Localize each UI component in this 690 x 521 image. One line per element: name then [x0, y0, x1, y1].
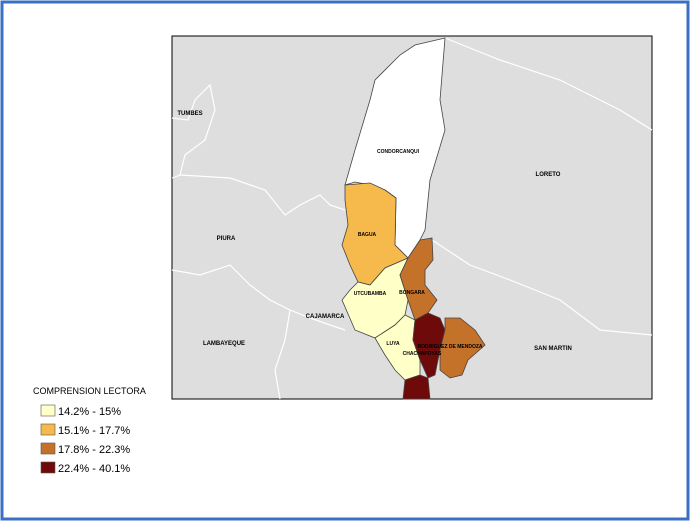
region-label: LORETO: [536, 172, 561, 178]
region-label: PIURA: [217, 236, 236, 242]
borders: [171, 37, 653, 400]
legend-label: 17.8% - 22.3%: [58, 444, 130, 456]
region-label: SAN MARTIN: [534, 346, 572, 352]
region-label: LAMBAYEQUE: [203, 341, 245, 347]
legend: COMPRENSION LECTORA 14.2% - 15% 15.1% - 1…: [33, 386, 146, 475]
legend-swatch: [40, 442, 56, 455]
province-label: RODRIGUEZ DE MENDOZA: [418, 344, 483, 350]
legend-swatch: [40, 404, 56, 417]
map: TUMBES PIURA LAMBAYEQUE CAJAMARCA LORETO…: [171, 35, 653, 400]
province: [439, 317, 486, 379]
province-label: BONGARA: [399, 290, 425, 296]
province-label: CONDORCANQUI: [377, 149, 420, 155]
legend-label: 15.1% - 17.7%: [58, 425, 130, 437]
legend-swatch: [40, 461, 56, 474]
legend-items: 14.2% - 15% 15.1% - 17.7% 17.8% - 22.3% 22.…: [40, 404, 130, 475]
province: [399, 237, 438, 321]
legend-label: 22.4% - 40.1%: [58, 463, 130, 475]
province-label: LUYA: [386, 341, 400, 347]
legend-label: 14.2% - 15%: [58, 406, 121, 418]
province: [402, 374, 431, 400]
province: [412, 312, 446, 379]
province-label: CHACHAPOYAS: [403, 351, 442, 357]
legend-title: COMPRENSION LECTORA: [33, 386, 146, 396]
region-label: CAJAMARCA: [306, 314, 345, 320]
province-label: UTCUBAMBA: [354, 291, 387, 297]
provinces: [341, 37, 486, 400]
region-label: TUMBES: [177, 111, 202, 117]
province-label: BAGUA: [358, 232, 377, 238]
legend-swatch: [40, 423, 56, 436]
